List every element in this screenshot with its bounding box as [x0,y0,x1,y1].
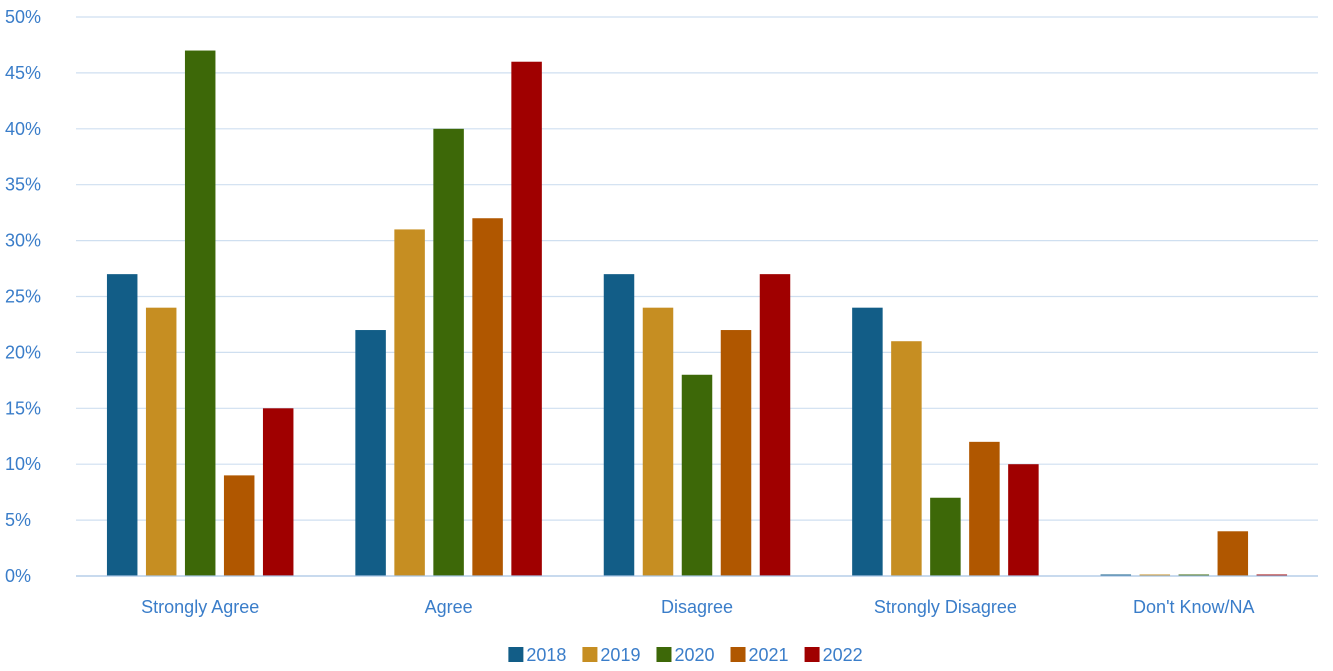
bar-2021-don-t-know-na [1217,531,1249,576]
legend-swatch-2022 [804,647,820,662]
bar-2019-strongly-agree [145,307,177,576]
bar-2022-agree [511,61,542,577]
y-tick-label: 10% [5,454,41,474]
y-tick-label: 5% [5,510,31,530]
y-tick-label: 45% [5,63,41,83]
bar-2021-agree [472,218,503,577]
bar-2020-don-t-know-na [1178,574,1210,576]
bar-2022-don-t-know-na [1256,574,1288,576]
x-category-label: Disagree [661,597,733,617]
bar-2019-agree [394,229,425,577]
y-tick-label: 35% [5,175,41,195]
bar-2019-strongly-disagree [891,341,922,576]
bar-2021-strongly-disagree [969,441,1000,576]
legend-swatch-2020 [656,647,672,662]
bars [106,50,1288,577]
bar-2019-don-t-know-na [1139,574,1171,576]
legend: 2018 2019 2020 2021 2022 [508,645,863,665]
bar-2020-disagree [681,374,713,576]
legend-swatch-2018 [508,647,524,662]
bar-2022-strongly-disagree [1008,464,1039,576]
y-tick-label: 15% [5,398,41,418]
bar-2021-strongly-agree [223,475,255,576]
x-category-label: Don't Know/NA [1133,597,1255,617]
bar-2021-disagree [720,330,752,576]
y-tick-label: 50% [5,7,41,27]
legend-swatch-2019 [582,647,598,662]
bar-2018-strongly-disagree [852,307,883,576]
legend-label-2018: 2018 [526,645,566,665]
legend-label-2021: 2021 [749,645,789,665]
y-tick-label: 40% [5,119,41,139]
bar-2022-strongly-agree [262,408,294,576]
y-tick-label: 25% [5,287,41,307]
y-tick-label: 0% [5,566,31,586]
y-tick-label: 30% [5,231,41,251]
bar-2019-disagree [642,307,674,576]
bar-2018-disagree [603,274,635,576]
bar-2020-agree [433,128,464,577]
x-category-label: Agree [425,597,473,617]
bar-2018-strongly-agree [106,274,138,576]
legend-label-2019: 2019 [600,645,640,665]
bar-2018-agree [355,330,386,576]
x-category-label: Strongly Agree [141,597,259,617]
bar-2018-don-t-know-na [1100,574,1132,576]
axes: 0% 5% 10% 15% 20% 25% 30% 35% 40% 45% 50% Strongly … [5,7,1318,617]
bar-2020-strongly-disagree [930,497,961,576]
legend-label-2022: 2022 [823,645,863,665]
legend-swatch-2021 [730,647,746,662]
legend-label-2020: 2020 [674,645,714,665]
y-tick-label: 20% [5,342,41,362]
x-category-label: Strongly Disagree [874,597,1017,617]
bar-2022-disagree [759,274,791,576]
bar-2020-strongly-agree [184,50,216,577]
